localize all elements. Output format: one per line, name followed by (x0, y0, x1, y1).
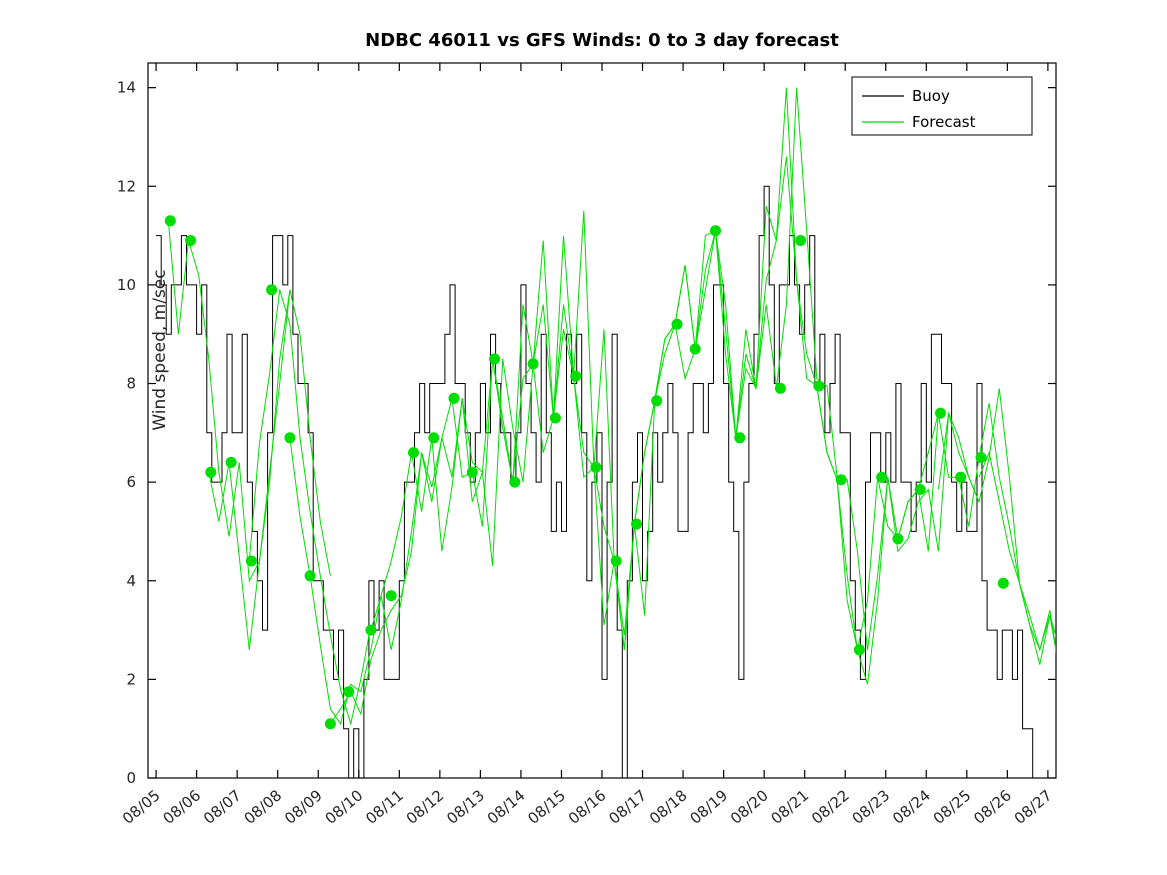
y-tick-label: 12 (117, 177, 136, 195)
x-tick-label: 08/15 (524, 786, 569, 828)
x-tick-label: 08/21 (768, 786, 813, 828)
y-tick-label: 10 (117, 276, 136, 294)
forecast-markers (164, 215, 1009, 730)
forecast-start-marker (549, 412, 561, 424)
forecast-start-marker (914, 484, 926, 495)
forecast-start-marker (324, 718, 336, 730)
forecast-trajectory (370, 358, 494, 650)
forecast-start-marker (408, 447, 419, 459)
forecast-trajectory (492, 240, 615, 562)
legend: Buoy Forecast (851, 76, 1033, 136)
plot-area (156, 87, 1056, 778)
forecast-trajectory (248, 289, 372, 726)
x-tick-label: 08/23 (849, 786, 894, 828)
buoy-series (156, 185, 1048, 778)
x-tick-label: 08/13 (443, 786, 488, 828)
x-tick-label: 08/20 (727, 786, 772, 828)
forecast-start-marker (774, 382, 786, 394)
forecast-start-marker (385, 590, 397, 602)
forecast-start-marker (205, 466, 217, 478)
forecast-start-marker (284, 432, 296, 444)
forecast-start-marker (853, 644, 865, 656)
y-axis: 0 2 4 6 8 10 12 14 (117, 79, 1056, 787)
forecast-start-marker (448, 392, 460, 404)
forecast-start-marker (266, 284, 278, 296)
x-tick-label: 08/16 (565, 786, 610, 828)
forecast-start-marker (428, 432, 440, 444)
forecast-start-marker (795, 235, 807, 246)
forecast-trajectory (735, 156, 858, 650)
forecast-trajectory (573, 210, 696, 650)
forecast-start-marker (671, 318, 683, 330)
x-tick-label: 08/10 (322, 786, 367, 828)
x-tick-label: 08/19 (686, 786, 731, 828)
forecast-start-marker (527, 358, 539, 370)
forecast-start-marker (651, 395, 663, 407)
forecast-start-marker (876, 471, 888, 483)
x-tick-label: 08/27 (1011, 786, 1056, 828)
forecast-start-marker (245, 555, 257, 567)
y-tick-label: 4 (126, 572, 136, 590)
forecast-start-marker (734, 432, 746, 444)
forecast-trajectory (775, 87, 899, 650)
legend-label: Forecast (912, 113, 976, 131)
forecast-start-marker (489, 353, 501, 365)
x-tick-label: 08/08 (241, 786, 286, 828)
forecast-start-marker (955, 471, 967, 483)
forecast-start-marker (304, 570, 316, 582)
legend-entry: Buoy (862, 87, 950, 105)
x-tick-label: 08/25 (930, 786, 975, 828)
y-tick-label: 0 (126, 769, 136, 787)
x-tick-label: 08/22 (808, 786, 853, 828)
forecast-trajectory (1019, 583, 1056, 652)
forecast-start-marker (631, 518, 642, 530)
forecast-start-marker (570, 370, 582, 382)
y-tick-label: 2 (126, 670, 136, 688)
forecast-start-marker (343, 686, 355, 698)
y-tick-label: 6 (126, 473, 136, 491)
x-tick-label: 08/18 (646, 786, 691, 828)
forecast-start-marker (813, 380, 825, 392)
forecast-trajectory (856, 412, 980, 685)
y-tick-label: 8 (126, 375, 136, 393)
forecast-start-marker (509, 476, 521, 488)
x-tick-label: 08/05 (119, 786, 164, 828)
forecast-start-marker (689, 343, 701, 355)
forecast-start-marker (975, 452, 987, 463)
forecast-start-marker (835, 474, 847, 486)
x-tick-label: 08/07 (200, 786, 245, 828)
x-tick-label: 08/11 (362, 786, 407, 828)
forecast-start-marker (185, 235, 197, 246)
forecast-start-marker (365, 624, 377, 636)
x-tick-label: 08/17 (605, 786, 650, 828)
x-tick-label: 08/12 (403, 786, 448, 828)
forecast-trajectory (816, 385, 939, 650)
forecast-start-marker (590, 461, 602, 473)
legend-entry: Forecast (862, 113, 976, 131)
y-tick-label: 14 (117, 79, 136, 97)
chart-title: NDBC 46011 vs GFS Winds: 0 to 3 day fore… (365, 30, 839, 51)
forecast-trajectory (978, 450, 1056, 665)
forecast-start-marker (466, 466, 478, 478)
x-tick-label: 08/26 (970, 786, 1015, 828)
forecast-start-marker (225, 456, 237, 468)
forecast-start-marker (610, 555, 622, 567)
forecast-start-marker (892, 533, 904, 545)
legend-box (851, 76, 1033, 136)
forecast-start-marker (164, 215, 176, 227)
x-tick-label: 08/24 (889, 786, 934, 828)
x-tick-label: 08/14 (484, 786, 529, 828)
forecast-start-marker (710, 225, 721, 237)
legend-label: Buoy (912, 87, 950, 105)
x-tick-label: 08/06 (160, 786, 205, 828)
forecast-start-marker (997, 577, 1009, 589)
forecast-start-marker (935, 407, 946, 419)
x-tick-label: 08/09 (281, 786, 326, 828)
